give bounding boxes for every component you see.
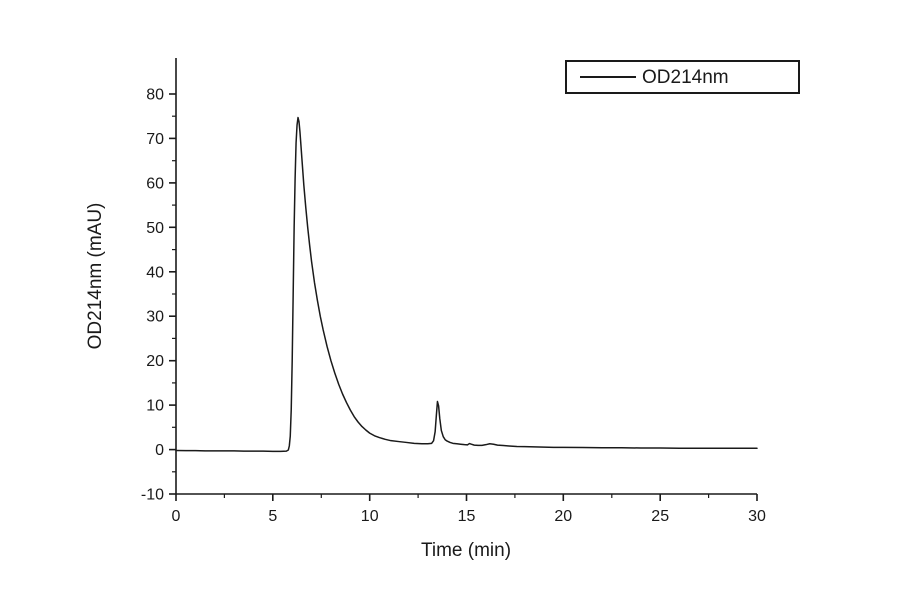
y-tick-label: 80 [146, 87, 164, 104]
y-axis-title: OD214nm (mAU) [85, 202, 106, 350]
x-tick-label: 15 [458, 508, 476, 525]
y-tick-label: -10 [141, 487, 164, 504]
y-tick-label: 70 [146, 131, 164, 148]
y-tick-label: 10 [146, 398, 164, 415]
legend: OD214nm [565, 60, 800, 94]
x-tick-label: 25 [651, 508, 669, 525]
x-tick-label: 20 [554, 508, 572, 525]
x-tick-label: 5 [268, 508, 277, 525]
legend-label: OD214nm [642, 66, 729, 88]
y-tick-label: 20 [146, 353, 164, 370]
y-tick-label: 0 [155, 442, 164, 459]
y-tick-label: 40 [146, 264, 164, 281]
x-tick-label: 30 [748, 508, 766, 525]
y-tick-label: 60 [146, 175, 164, 192]
y-tick-label: 50 [146, 220, 164, 237]
legend-line-sample [580, 76, 636, 78]
x-axis-title: Time (min) [420, 540, 512, 561]
x-tick-label: 0 [172, 508, 181, 525]
od214nm-trace [175, 116, 758, 453]
y-tick-label: 30 [146, 309, 164, 326]
x-tick-label: 10 [361, 508, 379, 525]
